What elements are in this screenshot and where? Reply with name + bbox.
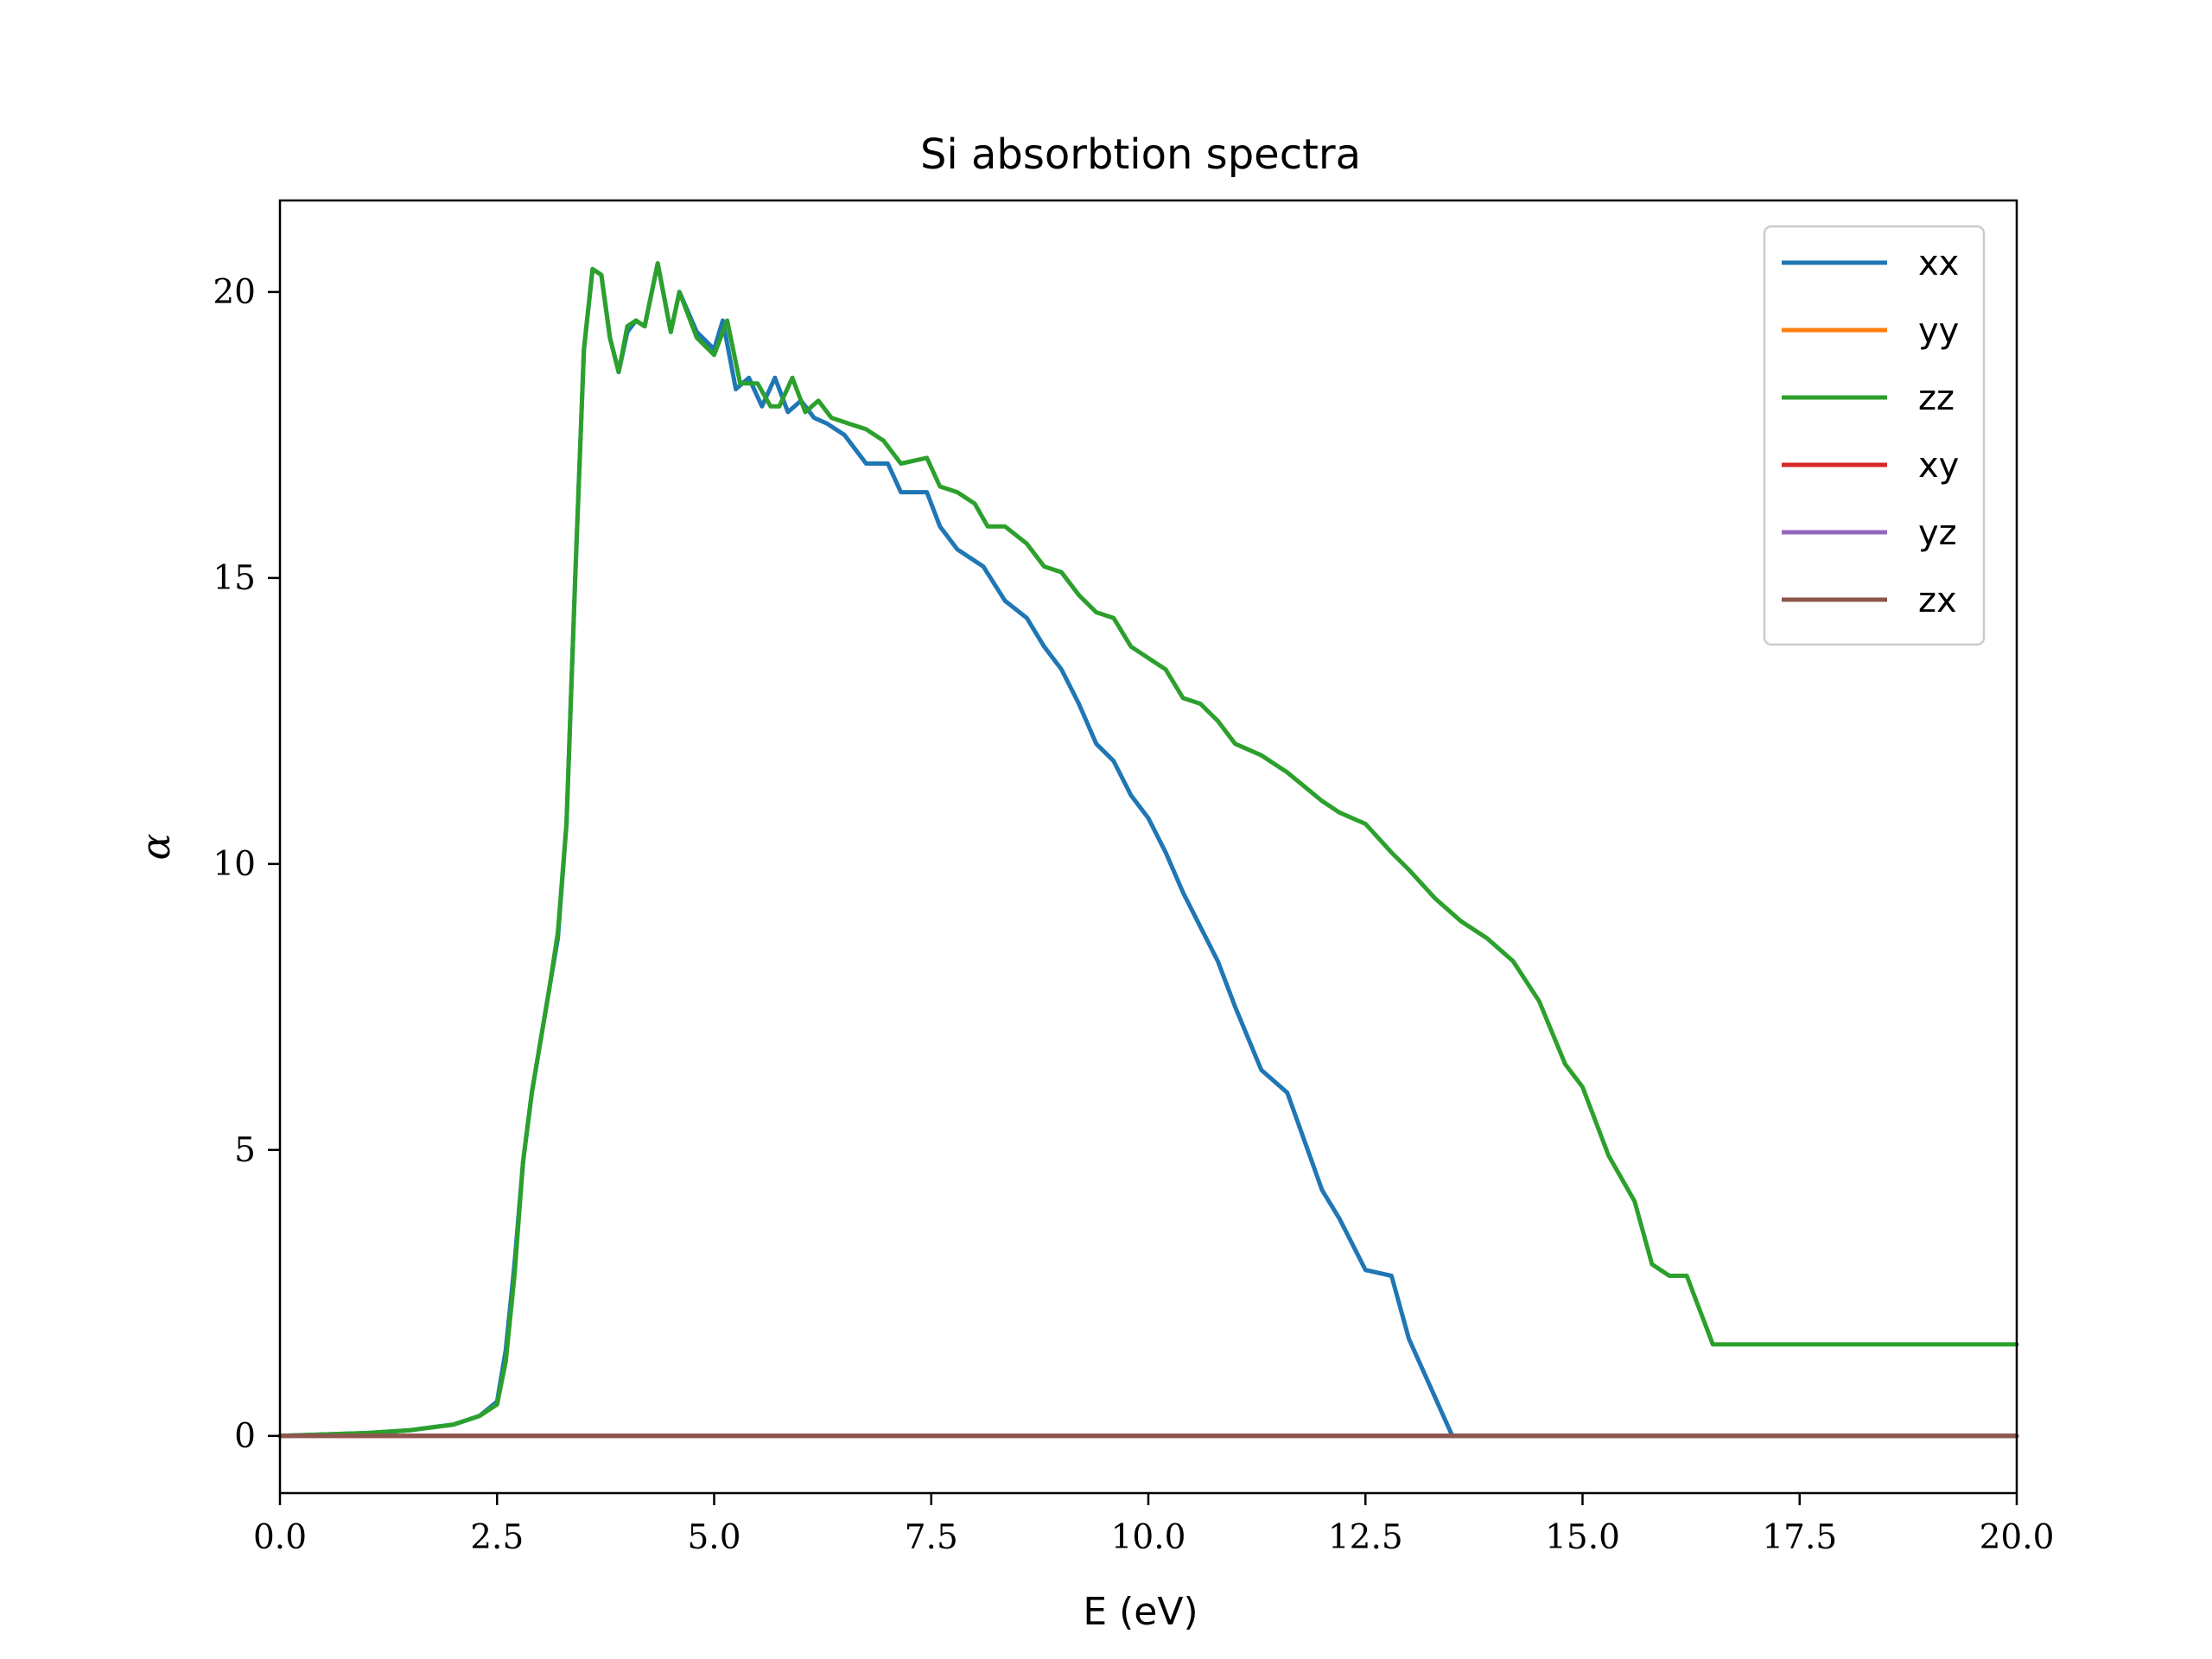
y-tick-label: 0 [234, 1417, 256, 1456]
plot-area [277, 261, 2019, 1439]
series-line-xx [277, 261, 2019, 1439]
x-tick-label: 5.0 [687, 1518, 741, 1557]
y-tick-label: 5 [234, 1131, 256, 1170]
axes: 0.0 2.5 5.0 7.5 10.0 12.5 15.0 17.5 20.0 0 5 10 15 20 [213, 199, 2055, 1557]
y-tick-label: 10 [213, 845, 256, 884]
legend: xx yy zz xy yz zx [1763, 225, 1986, 646]
legend-label-yy: yy [1918, 311, 1959, 351]
y-tick-label: 15 [213, 559, 256, 598]
legend-label-xy: xy [1918, 446, 1959, 486]
x-tick-label: 20.0 [1980, 1518, 2055, 1557]
legend-label-yz: yz [1918, 513, 1957, 553]
x-tick-label: 12.5 [1328, 1518, 1403, 1557]
x-tick-label: 2.5 [470, 1518, 524, 1557]
x-axis-label: E (eV) [1083, 1590, 1198, 1634]
legend-label-xx: xx [1918, 244, 1959, 283]
chart-title: Si absorbtion spectra [920, 130, 1361, 179]
y-tick-label: 20 [213, 273, 256, 312]
legend-label-zz: zz [1918, 378, 1955, 418]
x-tick-label: 15.0 [1545, 1518, 1620, 1557]
y-axis-label: α [132, 833, 179, 860]
x-tick-label: 0.0 [253, 1518, 307, 1557]
x-tick-label: 10.0 [1111, 1518, 1186, 1557]
x-tick-label: 17.5 [1762, 1518, 1837, 1557]
legend-label-zx: zx [1918, 581, 1957, 620]
series-line-zz [277, 261, 2019, 1439]
axes-frame [278, 199, 2018, 1495]
x-tick-label: 7.5 [905, 1518, 958, 1557]
